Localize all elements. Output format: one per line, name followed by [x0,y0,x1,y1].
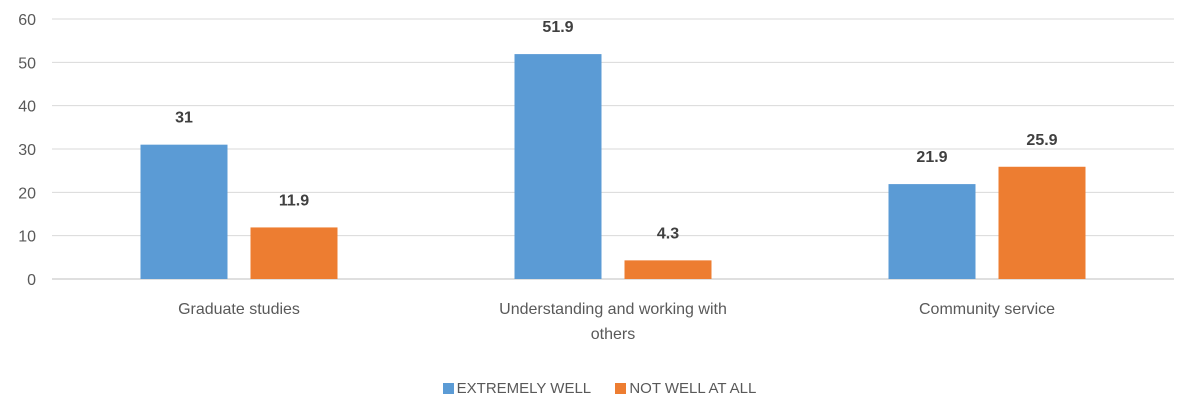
x-tick-label: Community service [919,301,1055,318]
legend-label-not-well-at-all: NOT WELL AT ALL [629,380,757,397]
legend-swatch-extremely-well [442,383,454,394]
bar [624,260,712,279]
data-label: 21.9 [916,149,947,166]
y-axis: 0 10 20 30 40 50 60 [18,12,36,289]
data-label: 51.9 [542,19,573,36]
x-axis: Graduate studies Understanding and workin… [178,301,1055,343]
x-tick-label-line: others [591,326,635,343]
legend-item-not-well-at-all: NOT WELL AT ALL [615,380,756,397]
data-label: 4.3 [657,225,679,242]
y-tick-label: 60 [18,12,36,29]
bar [250,227,338,279]
data-label: 25.9 [1026,132,1057,149]
y-tick-label: 20 [18,185,36,202]
bar [888,184,976,279]
bar [998,166,1086,279]
x-tick-label: Understanding and working with others [499,301,727,343]
data-label: 31 [175,110,193,127]
legend-label-extremely-well: EXTREMELY WELL [456,380,592,397]
x-tick-label: Graduate studies [178,301,300,318]
gridlines [52,18,1174,280]
y-tick-label: 10 [18,229,36,246]
y-tick-label: 50 [18,55,36,72]
y-tick-label: 0 [27,272,36,289]
y-tick-label: 40 [18,99,36,116]
bar-chart: 0 10 20 30 40 50 60 31 11.9 51.9 4.3 21.9 25.9 Grad… [18,12,1174,343]
legend: EXTREMELY WELL NOT WELL AT ALL [0,380,1199,397]
bars: 31 11.9 51.9 4.3 21.9 25.9 [140,19,1086,279]
x-tick-label-line: Community service [919,301,1055,318]
bar [514,54,602,279]
y-tick-label: 30 [18,142,36,159]
x-tick-label-line: Graduate studies [178,301,300,318]
data-label: 11.9 [279,192,309,209]
legend-swatch-not-well-at-all [615,383,627,394]
legend-item-extremely-well: EXTREMELY WELL [442,380,592,397]
x-tick-label-line: Understanding and working with [499,301,727,318]
bar [140,144,228,279]
